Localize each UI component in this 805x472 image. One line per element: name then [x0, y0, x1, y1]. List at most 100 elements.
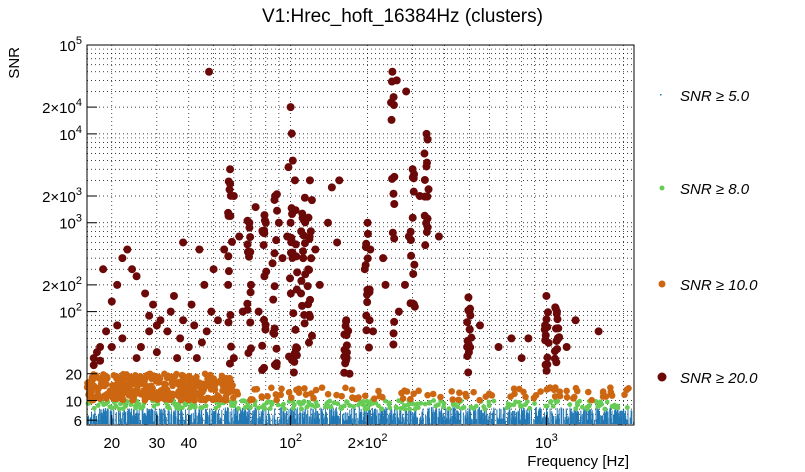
- point-snr-10: [348, 386, 356, 394]
- point-snr-10: [537, 388, 544, 395]
- point-snr-20: [205, 67, 214, 76]
- point-snr-8: [613, 405, 619, 410]
- point-snr-10: [216, 377, 224, 384]
- point-snr-20: [286, 218, 295, 227]
- point-snr-8: [513, 399, 518, 405]
- point-snr-20: [224, 318, 233, 327]
- point-snr-20: [524, 334, 533, 343]
- point-snr-8: [213, 405, 219, 411]
- point-snr-8: [256, 405, 261, 411]
- point-snr-8: [229, 402, 235, 408]
- point-snr-20: [169, 291, 178, 300]
- point-snr-20: [305, 312, 314, 321]
- point-snr-8: [461, 404, 467, 410]
- point-snr-20: [163, 327, 172, 336]
- point-snr-20: [293, 268, 302, 277]
- point-snr-20: [156, 316, 165, 325]
- point-snr-8: [584, 404, 590, 410]
- y-tick-label: 2×104: [42, 97, 82, 117]
- point-snr-20: [362, 326, 371, 335]
- point-snr-20: [166, 307, 175, 316]
- point-snr-20: [274, 218, 283, 227]
- point-snr-20: [298, 209, 307, 218]
- point-snr-20: [333, 238, 342, 247]
- point-snr-10: [159, 394, 167, 402]
- point-snr-8: [427, 399, 432, 405]
- point-snr-8: [327, 398, 333, 404]
- point-snr-20: [243, 240, 252, 249]
- point-snr-20: [408, 213, 417, 222]
- point-snr-20: [305, 176, 314, 185]
- point-snr-20: [299, 231, 308, 240]
- point-snr-20: [307, 331, 316, 340]
- point-snr-20: [89, 361, 98, 370]
- point-snr-10: [160, 385, 167, 393]
- point-snr-10: [588, 396, 596, 404]
- point-snr-8: [299, 406, 304, 412]
- y-tick-label: 20: [65, 367, 82, 384]
- point-snr-10: [293, 386, 300, 394]
- point-snr-10: [307, 390, 315, 397]
- point-snr-20: [243, 216, 252, 225]
- point-snr-20: [553, 315, 562, 324]
- y-tick-label: 2×102: [42, 275, 82, 295]
- point-snr-20: [299, 254, 308, 263]
- point-snr-8: [519, 403, 525, 409]
- point-snr-20: [361, 261, 370, 270]
- point-snr-20: [389, 340, 398, 349]
- point-snr-20: [421, 241, 430, 250]
- point-snr-20: [423, 135, 432, 144]
- point-snr-10: [379, 393, 386, 401]
- point-snr-10: [449, 396, 457, 403]
- point-snr-8: [116, 406, 122, 412]
- point-snr-20: [261, 320, 270, 329]
- point-snr-20: [292, 351, 301, 360]
- legend-label: SNR ≥ 8.0: [680, 181, 750, 198]
- x-tick-label: 103: [535, 432, 558, 452]
- point-snr-20: [132, 272, 141, 281]
- point-snr-20: [136, 342, 145, 351]
- point-snr-10: [470, 388, 477, 396]
- point-snr-10: [278, 385, 285, 393]
- point-snr-8: [553, 399, 559, 405]
- point-snr-20: [303, 282, 312, 291]
- point-snr-8: [624, 405, 630, 410]
- point-snr-8: [394, 405, 399, 411]
- point-snr-20: [420, 149, 429, 158]
- point-snr-8: [486, 399, 492, 405]
- point-snr-10: [361, 392, 369, 400]
- point-snr-10: [208, 381, 216, 388]
- point-snr-20: [190, 321, 199, 330]
- point-snr-20: [226, 191, 235, 200]
- point-snr-8: [306, 399, 312, 405]
- point-snr-20: [571, 316, 580, 325]
- point-snr-10: [161, 380, 168, 388]
- point-snr-20: [99, 265, 108, 274]
- y-axis-ticks: 6 10 20 102 2×102 103 2×103 104 2×104 105: [42, 35, 97, 430]
- point-snr-8: [266, 399, 272, 405]
- point-snr-10: [125, 387, 132, 395]
- point-snr-20: [195, 245, 204, 254]
- point-snr-20: [227, 237, 236, 246]
- point-snr-20: [550, 347, 559, 356]
- x-tick-label: 40: [180, 435, 197, 452]
- point-snr-20: [246, 344, 255, 353]
- point-snr-20: [107, 297, 116, 306]
- point-snr-8: [103, 401, 109, 407]
- point-snr-10: [301, 385, 308, 392]
- point-snr-20: [246, 280, 255, 289]
- point-snr-8: [133, 405, 139, 411]
- point-snr-10: [302, 391, 310, 398]
- point-snr-8: [486, 403, 492, 409]
- point-snr-10: [375, 387, 382, 395]
- point-snr-10: [229, 394, 237, 402]
- point-snr-20: [305, 232, 314, 241]
- point-snr-20: [284, 163, 293, 172]
- point-snr-10: [407, 395, 414, 403]
- point-snr-10: [437, 393, 444, 401]
- point-snr-20: [389, 93, 398, 102]
- point-snr-10: [88, 374, 96, 381]
- point-snr-8: [335, 401, 341, 407]
- point-snr-8: [414, 402, 420, 408]
- point-snr-20: [594, 327, 603, 336]
